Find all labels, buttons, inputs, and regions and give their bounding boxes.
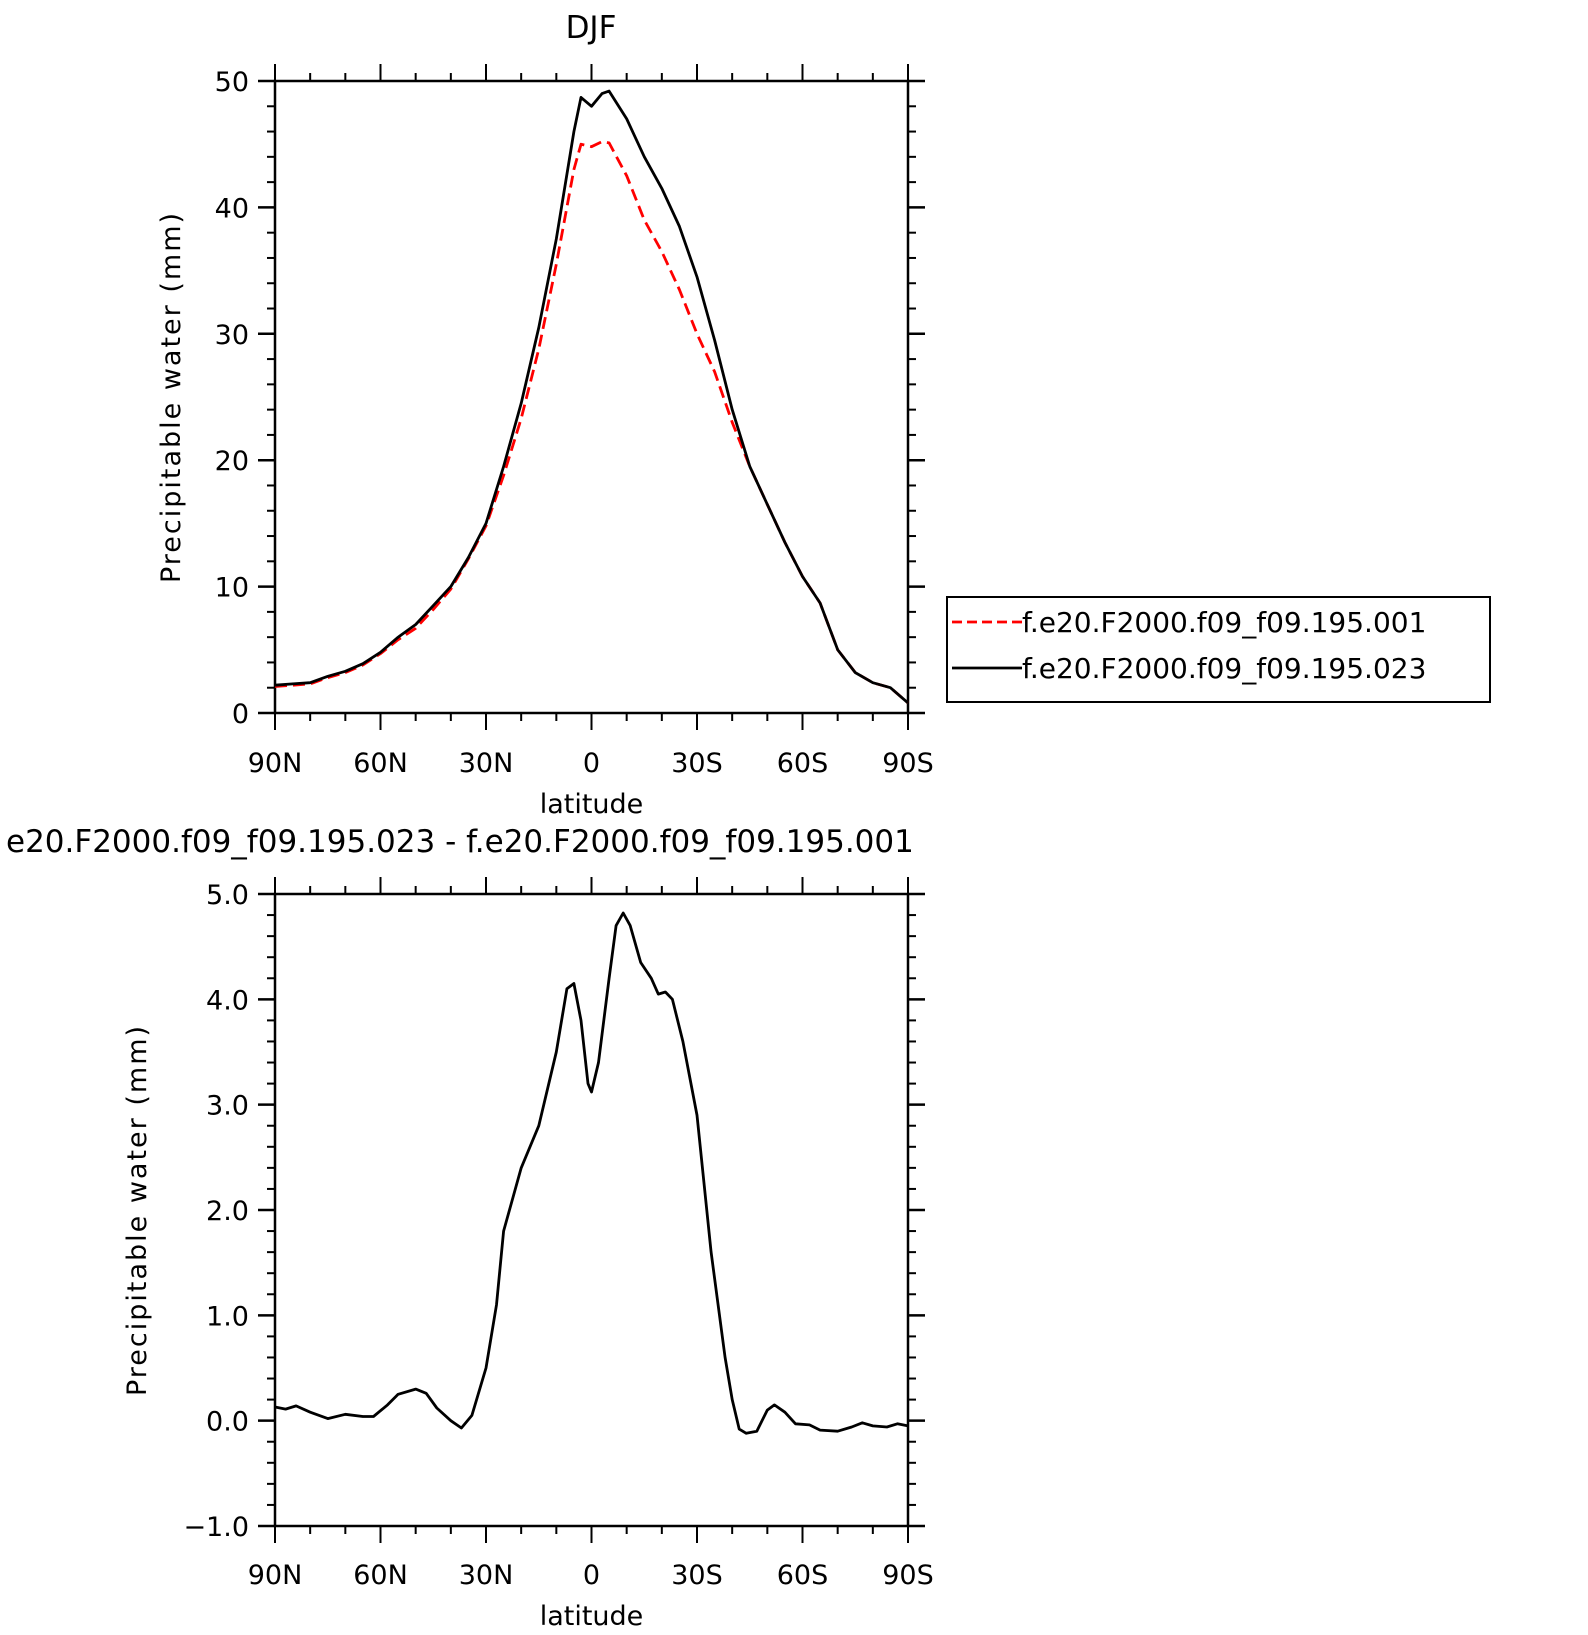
- x-tick-label: 90S: [882, 748, 934, 779]
- plot-frame: [273, 79, 910, 715]
- chart-title: e20.F2000.f09_f09.195.023 - f.e20.F2000.…: [6, 824, 914, 860]
- x-tick-label: 30S: [671, 748, 723, 779]
- y-tick-label: 20: [215, 446, 249, 477]
- y-tick-label: 2.0: [206, 1196, 249, 1227]
- x-axis-label: latitude: [540, 1601, 644, 1632]
- chart-panel-2: e20.F2000.f09_f09.195.023 - f.e20.F2000.…: [6, 824, 934, 1632]
- x-tick-label: 30S: [671, 1560, 723, 1591]
- x-tick-label: 60S: [777, 1560, 829, 1591]
- y-tick-label: 10: [215, 573, 249, 604]
- x-tick-label: 30N: [459, 748, 514, 779]
- legend: f.e20.F2000.f09_f09.195.001 f.e20.F2000.f…: [946, 596, 1491, 703]
- y-tick-label: 4.0: [206, 985, 249, 1016]
- plot-frame: [273, 892, 910, 1528]
- y-tick-label: −1.0: [183, 1512, 249, 1543]
- chart-title: DJF: [566, 10, 617, 46]
- series-line-1: [274, 140, 909, 704]
- y-tick-label: 30: [215, 320, 249, 351]
- x-tick-label: 90N: [248, 748, 303, 779]
- y-tick-label: 5.0: [206, 880, 249, 911]
- series-line-1: [274, 911, 909, 1435]
- x-tick-label: 0: [583, 1560, 600, 1591]
- x-tick-label: 90S: [882, 1560, 934, 1591]
- x-tick-label: 60N: [353, 748, 408, 779]
- chart-panel-1: DJF 90N 60N 30N 0 30S 60S 90S latitude 0 10 20 30 40 5…: [156, 10, 934, 820]
- y-tick-label: 50: [215, 67, 249, 98]
- x-axis-label: latitude: [540, 789, 644, 820]
- legend-box: [946, 596, 1491, 703]
- x-tick-label: 60S: [777, 748, 829, 779]
- y-tick-label: 3.0: [206, 1091, 249, 1122]
- x-tick-label: 30N: [459, 1560, 514, 1591]
- x-tick-label: 60N: [353, 1560, 408, 1591]
- x-tick-label: 90N: [248, 1560, 303, 1591]
- y-axis-label: Precipitable water (mm): [122, 1024, 153, 1396]
- y-tick-label: 0.0: [206, 1407, 249, 1438]
- legend-label-2: f.e20.F2000.f09_f09.195.023: [1022, 652, 1426, 685]
- x-tick-label: 0: [583, 748, 600, 779]
- y-tick-label: 40: [215, 193, 249, 224]
- y-tick-label: 0: [232, 699, 249, 730]
- legend-label-1: f.e20.F2000.f09_f09.195.001: [1022, 606, 1426, 639]
- y-axis-label: Precipitable water (mm): [156, 211, 187, 583]
- series-line-2: [274, 89, 909, 704]
- y-tick-label: 1.0: [206, 1301, 249, 1332]
